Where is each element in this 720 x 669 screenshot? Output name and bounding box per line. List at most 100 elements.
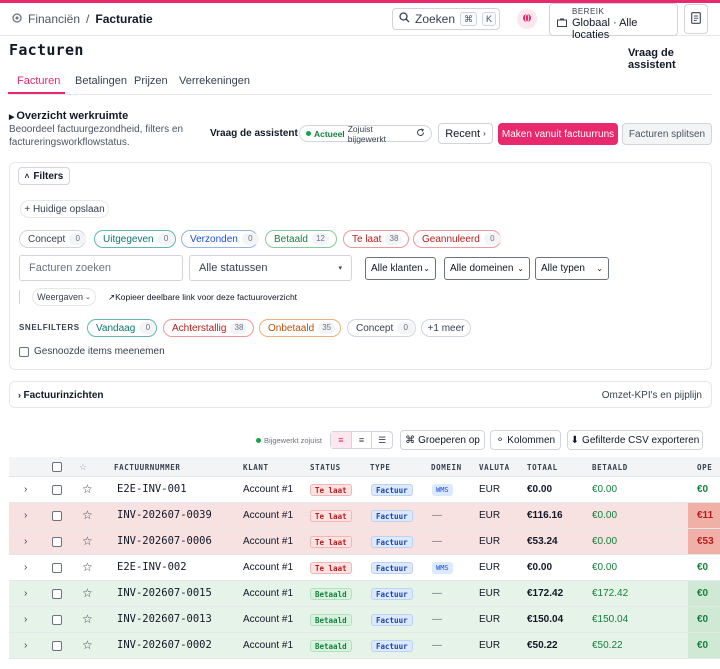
col-status[interactable]: STATUS bbox=[310, 463, 341, 472]
tab-bar: Facturen Betalingen Prijzen Verrekeninge… bbox=[8, 70, 712, 95]
snoozed-toggle[interactable]: Gesnoozde items meenemen bbox=[19, 346, 165, 357]
table-row[interactable]: › ☆ INV-202607-0015 Account #1 Betaald Factuu… bbox=[9, 581, 720, 607]
density-toggle[interactable]: ≡ ≡ ☰ bbox=[330, 431, 393, 449]
client-select[interactable]: Alle klanten ⌄ bbox=[365, 257, 436, 280]
columns-button[interactable]: ⚬ Kolommen bbox=[490, 430, 561, 450]
status-chip-paid[interactable]: Betaald 12 bbox=[265, 230, 337, 248]
insights-panel[interactable]: › Factuurinzichten Omzet-KPI's en pijpli… bbox=[9, 381, 712, 408]
quick-chip-concept[interactable]: Concept 0 bbox=[347, 319, 416, 337]
star-header-icon: ☆ bbox=[79, 462, 88, 472]
star-icon[interactable]: ☆ bbox=[82, 638, 93, 652]
quick-chip-overdue[interactable]: Achterstallig 38 bbox=[163, 319, 254, 337]
density-normal-icon[interactable]: ≡ bbox=[352, 432, 373, 448]
open-amount: €11 bbox=[697, 510, 714, 521]
ask-assistant-button[interactable]: Vraag de assistent bbox=[210, 128, 298, 139]
star-icon[interactable]: ☆ bbox=[82, 508, 93, 522]
invoice-number[interactable]: INV-202607-0002 bbox=[117, 639, 212, 651]
table-row[interactable]: › ☆ INV-202607-0002 Account #1 Betaald Factuu… bbox=[9, 633, 720, 659]
documents-button[interactable] bbox=[684, 4, 708, 34]
open-amount: €0 bbox=[697, 588, 709, 599]
col-type[interactable]: TYPE bbox=[370, 463, 391, 472]
make-from-runs-button[interactable]: Maken vanuit factuurruns bbox=[498, 123, 618, 145]
quick-chip-unpaid[interactable]: Onbetaald 35 bbox=[259, 319, 341, 337]
ask-assistant-link[interactable]: Vraag de assistent bbox=[628, 47, 676, 71]
row-checkbox[interactable] bbox=[52, 615, 62, 625]
col-open[interactable]: OPE bbox=[697, 463, 713, 472]
workspace-title[interactable]: ▶ Overzicht werkruimte bbox=[9, 110, 129, 122]
more-filters-button[interactable]: +1 meer bbox=[421, 319, 471, 337]
quick-chip-today[interactable]: Vandaag 0 bbox=[87, 319, 157, 337]
col-client[interactable]: KLANT bbox=[243, 463, 269, 472]
expand-row-icon[interactable]: › bbox=[24, 484, 28, 495]
insights-subtitle: Omzet-KPI's en pijplijn bbox=[601, 390, 702, 401]
copy-link-button[interactable]: ↗Kopieer deelbare link voor deze factuur… bbox=[108, 292, 298, 302]
table-row[interactable]: › ☆ E2E-INV-002 Account #1 Te laat Factuur WMS… bbox=[9, 555, 720, 581]
star-icon[interactable]: ☆ bbox=[82, 534, 93, 548]
status-chip-issued[interactable]: Uitgegeven 0 bbox=[94, 230, 176, 248]
language-button[interactable] bbox=[517, 9, 537, 29]
col-invoice-number[interactable]: FACTUURNUMMER bbox=[114, 463, 181, 472]
star-icon[interactable]: ☆ bbox=[82, 482, 93, 496]
domain-select[interactable]: Alle domeinen ⌄ bbox=[444, 257, 530, 280]
expand-row-icon[interactable]: › bbox=[24, 536, 28, 547]
table-row[interactable]: › ☆ INV-202607-0006 Account #1 Te laat Factuu… bbox=[9, 529, 720, 555]
row-checkbox[interactable] bbox=[52, 641, 62, 651]
table-row[interactable]: › ☆ E2E-INV-001 Account #1 Te laat Factuur WMS… bbox=[9, 477, 720, 503]
col-paid[interactable]: BETAALD bbox=[592, 463, 628, 472]
filters-toggle[interactable]: ˄ Filters bbox=[18, 167, 70, 185]
scope-selector[interactable]: BEREIK Globaal · Alle locaties bbox=[549, 3, 678, 41]
invoice-number[interactable]: INV-202607-0015 bbox=[117, 587, 212, 599]
col-currency[interactable]: VALUTA bbox=[479, 463, 510, 472]
export-csv-button[interactable]: ⬇ Gefilterde CSV exporteren bbox=[567, 430, 703, 450]
star-icon[interactable]: ☆ bbox=[82, 560, 93, 574]
expand-row-icon[interactable]: › bbox=[24, 640, 28, 651]
status-select[interactable]: Alle statussen ▾ bbox=[189, 255, 352, 281]
invoice-number[interactable]: INV-202607-0013 bbox=[117, 613, 212, 625]
invoice-search-input[interactable]: Facturen zoeken bbox=[19, 255, 183, 281]
status-chip-sent[interactable]: Verzonden 0 bbox=[181, 230, 259, 248]
breadcrumb-parent[interactable]: Financiën bbox=[28, 12, 81, 26]
recent-button[interactable]: Recent › bbox=[438, 123, 493, 144]
table-row[interactable]: › ☆ INV-202607-0039 Account #1 Te laat Factuu… bbox=[9, 503, 720, 529]
status-chip-concept[interactable]: Concept 0 bbox=[19, 230, 87, 248]
invoice-number[interactable]: E2E-INV-001 bbox=[117, 483, 187, 495]
group-by-button[interactable]: ⌘ Groeperen op bbox=[400, 430, 485, 450]
tab-invoices[interactable]: Facturen bbox=[17, 75, 61, 87]
type-select[interactable]: Alle typen ⌄ bbox=[535, 257, 609, 280]
chevron-down-icon: ⌄ bbox=[596, 264, 603, 273]
search-button[interactable]: Zoeken ⌘ K bbox=[392, 8, 500, 30]
expand-row-icon[interactable]: › bbox=[24, 562, 28, 573]
save-view-button[interactable]: + Huidige opslaan bbox=[20, 200, 109, 218]
invoice-number[interactable]: INV-202607-0039 bbox=[117, 509, 212, 521]
col-total[interactable]: TOTAAL bbox=[527, 463, 558, 472]
paid-amount: €0.00 bbox=[592, 510, 618, 521]
row-checkbox[interactable] bbox=[52, 485, 62, 495]
col-domain[interactable]: DOMEIN bbox=[431, 463, 462, 472]
tab-payments[interactable]: Betalingen bbox=[75, 75, 127, 87]
density-comfortable-icon[interactable]: ☰ bbox=[378, 434, 387, 445]
row-checkbox[interactable] bbox=[52, 589, 62, 599]
invoice-number[interactable]: E2E-INV-002 bbox=[117, 561, 187, 573]
split-invoices-button[interactable]: Facturen splitsen bbox=[622, 123, 712, 145]
chevron-down-icon: ▾ bbox=[338, 265, 342, 272]
invoice-number[interactable]: INV-202607-0006 bbox=[117, 535, 212, 547]
chevron-right-icon: › bbox=[18, 390, 24, 400]
views-button[interactable]: Weergaven ⌄ bbox=[32, 288, 96, 306]
status-chip-cancelled[interactable]: Geannuleerd 0 bbox=[413, 230, 501, 248]
star-icon[interactable]: ☆ bbox=[82, 586, 93, 600]
row-checkbox[interactable] bbox=[52, 537, 62, 547]
table-row[interactable]: › ☆ INV-202607-0013 Account #1 Betaald Factuu… bbox=[9, 607, 720, 633]
star-icon[interactable]: ☆ bbox=[82, 612, 93, 626]
row-checkbox[interactable] bbox=[52, 511, 62, 521]
row-checkbox[interactable] bbox=[52, 563, 62, 573]
status-chip-late[interactable]: Te laat 38 bbox=[343, 230, 409, 248]
expand-row-icon[interactable]: › bbox=[24, 588, 28, 599]
checkbox[interactable] bbox=[19, 346, 29, 357]
tab-settlements[interactable]: Verrekeningen bbox=[179, 75, 250, 87]
expand-row-icon[interactable]: › bbox=[24, 510, 28, 521]
expand-row-icon[interactable]: › bbox=[24, 614, 28, 625]
refresh-icon[interactable] bbox=[416, 128, 425, 139]
density-compact-icon[interactable]: ≡ bbox=[331, 432, 352, 448]
select-all-checkbox[interactable] bbox=[52, 462, 62, 472]
tab-prices[interactable]: Prijzen bbox=[134, 75, 168, 87]
